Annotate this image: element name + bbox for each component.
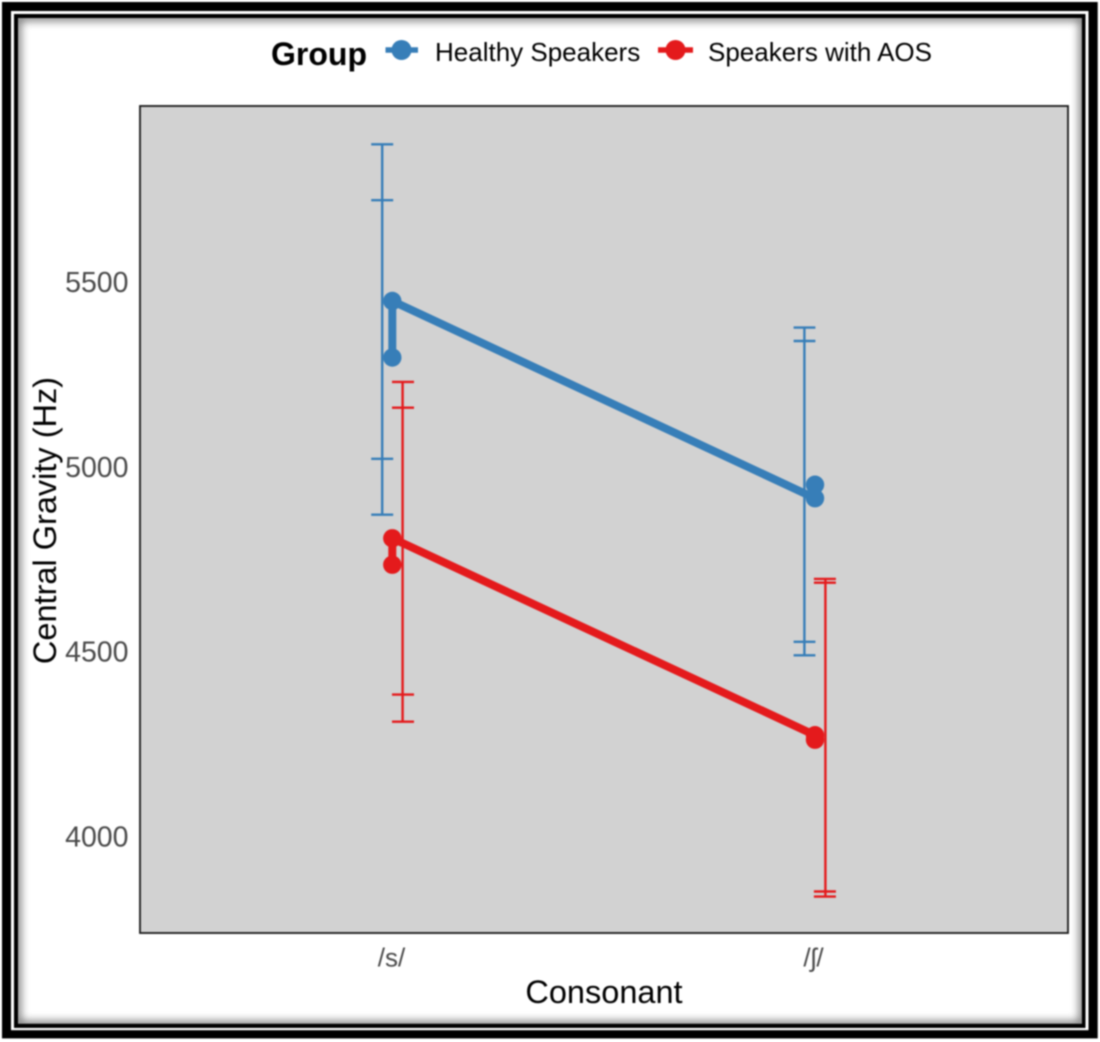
svg-text:Central Gravity (Hz): Central Gravity (Hz) (27, 377, 63, 664)
svg-text:5500: 5500 (65, 267, 128, 299)
svg-text:Speakers with AOS: Speakers with AOS (708, 37, 932, 67)
svg-text:/ʃ/: /ʃ/ (803, 943, 824, 973)
svg-text:Group: Group (271, 36, 367, 72)
svg-text:4000: 4000 (65, 822, 128, 854)
svg-text:5000: 5000 (65, 452, 128, 484)
svg-text:Consonant: Consonant (525, 974, 682, 1010)
svg-text:Healthy Speakers: Healthy Speakers (435, 37, 640, 67)
svg-text:/s/: /s/ (378, 943, 406, 973)
svg-text:4500: 4500 (65, 637, 128, 669)
